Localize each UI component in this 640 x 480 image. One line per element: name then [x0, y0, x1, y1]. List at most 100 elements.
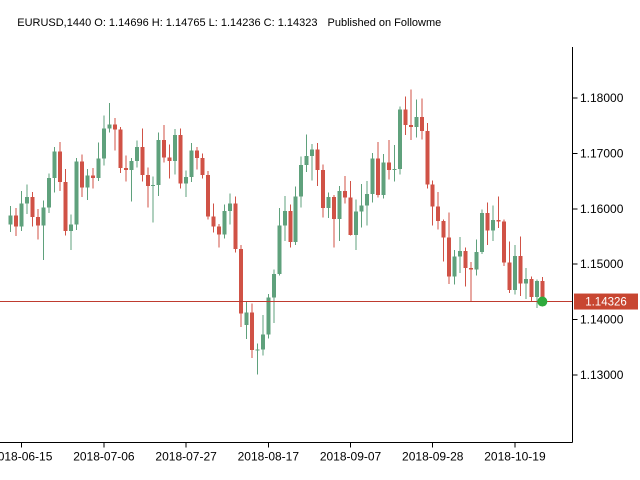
- candle: [233, 196, 238, 253]
- y-axis-label: 1.13000: [580, 368, 624, 382]
- candle: [452, 249, 457, 285]
- candle: [8, 206, 13, 233]
- candle: [140, 128, 145, 182]
- candle: [310, 143, 315, 181]
- candle: [496, 196, 501, 229]
- candle: [419, 98, 424, 140]
- candle: [74, 157, 79, 230]
- candle: [436, 192, 441, 230]
- candle: [52, 146, 57, 193]
- candle: [118, 126, 123, 173]
- candle: [403, 96, 408, 136]
- candle: [101, 115, 106, 166]
- candle: [359, 183, 364, 228]
- candle: [266, 294, 271, 339]
- candle: [332, 194, 337, 248]
- candle: [271, 269, 276, 323]
- publisher-watermark: Published on Followme: [327, 17, 442, 29]
- symbol-ohlc-readout: EURUSD,1440 O: 1.14696 H: 1.14765 L: 1.1…: [17, 17, 318, 29]
- candle: [348, 181, 353, 236]
- candle: [200, 153, 205, 179]
- candle: [463, 247, 468, 287]
- candle: [315, 142, 320, 187]
- candle: [90, 167, 95, 189]
- candle: [112, 117, 117, 151]
- x-axis-label: 2018-07-27: [155, 450, 217, 464]
- candles-layer: [8, 89, 545, 375]
- candle: [14, 208, 19, 236]
- candle: [134, 140, 139, 168]
- candle: [79, 154, 84, 198]
- axes: [0, 47, 573, 443]
- candle: [41, 200, 46, 260]
- candle: [458, 237, 463, 274]
- price-tag-label: 1.14326: [585, 297, 627, 309]
- candle: [304, 134, 309, 173]
- candle: [184, 170, 189, 198]
- y-axis-label: 1.17000: [580, 146, 624, 160]
- candle: [238, 244, 243, 327]
- candle: [326, 192, 331, 219]
- chart-title: EURUSD,1440 O: 1.14696 H: 1.14765 L: 1.1…: [5, 5, 441, 41]
- candle: [518, 236, 523, 296]
- candle: [507, 241, 512, 294]
- candle: [96, 142, 101, 182]
- x-axis-label: 2018-09-28: [402, 450, 464, 464]
- y-axis: 1.18000 1.17000 1.16000 1.15000 1.14000 1.130…: [572, 91, 624, 382]
- candle: [244, 301, 249, 339]
- candle: [25, 184, 30, 214]
- candle: [480, 209, 485, 255]
- candle: [469, 261, 474, 302]
- candle: [167, 144, 172, 179]
- x-axis: 2018-06-15 2018-07-06 2018-07-27 2018-08-17…: [0, 442, 546, 464]
- candle: [249, 303, 254, 358]
- x-axis-label: 2018-06-15: [0, 450, 53, 464]
- candle: [386, 140, 391, 180]
- candle: [63, 168, 68, 236]
- candle: [397, 106, 402, 175]
- candle: [260, 315, 265, 356]
- candle: [162, 125, 167, 163]
- candle: [485, 202, 490, 245]
- candle: [354, 199, 359, 250]
- candle: [441, 219, 446, 262]
- candle: [30, 192, 35, 227]
- x-axis-label: 2018-10-19: [484, 450, 546, 464]
- candle: [337, 186, 342, 241]
- candle: [414, 99, 419, 138]
- candle: [277, 208, 282, 276]
- candle: [343, 176, 348, 204]
- current-price-marker: [537, 296, 548, 307]
- candle: [288, 204, 293, 248]
- candle: [529, 276, 534, 302]
- y-axis-label: 1.15000: [580, 257, 624, 271]
- candle: [430, 180, 435, 226]
- candle: [107, 102, 112, 133]
- candle: [381, 153, 386, 199]
- candle: [156, 132, 161, 197]
- candle: [370, 152, 375, 203]
- x-axis-label: 2018-09-07: [320, 450, 382, 464]
- candle: [211, 203, 216, 233]
- candle: [512, 244, 517, 295]
- y-axis-label: 1.18000: [580, 91, 624, 105]
- candle: [47, 173, 52, 214]
- candle: [299, 156, 304, 208]
- candle: [19, 191, 24, 231]
- candle: [375, 141, 380, 198]
- candle: [255, 343, 260, 375]
- candle: [293, 186, 298, 245]
- candle: [321, 164, 326, 218]
- candle: [501, 219, 506, 266]
- candle: [364, 181, 369, 226]
- candle: [195, 146, 200, 170]
- y-axis-label: 1.16000: [580, 202, 624, 216]
- candle: [85, 168, 90, 200]
- price-tag: 1.14326: [574, 293, 638, 310]
- candle: [178, 128, 183, 189]
- candle: [58, 141, 63, 192]
- candle: [425, 122, 430, 189]
- candle: [447, 212, 452, 285]
